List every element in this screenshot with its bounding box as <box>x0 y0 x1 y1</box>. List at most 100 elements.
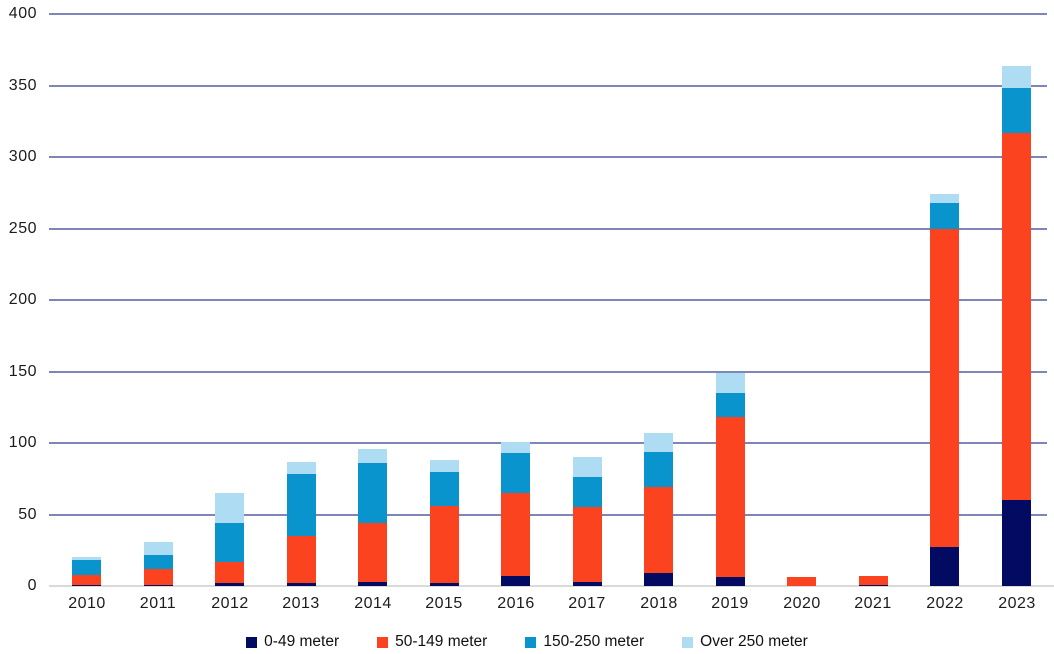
bar-segment <box>859 584 888 586</box>
x-tick-label: 2021 <box>854 595 892 612</box>
x-tick-label: 2014 <box>354 595 392 612</box>
bar-segment <box>215 583 244 586</box>
bar-segment <box>1002 500 1031 586</box>
x-tick-label: 2012 <box>211 595 249 612</box>
bar-segment <box>287 535 316 584</box>
legend-swatch <box>377 636 389 648</box>
bar-segment <box>573 581 602 586</box>
legend-label: 150-250 meter <box>543 633 645 650</box>
bar-segment <box>501 576 530 586</box>
legend-label: 0-49 meter <box>264 633 340 650</box>
y-tick-label: 150 <box>8 362 37 380</box>
gridline <box>49 514 1047 516</box>
bar-segment <box>501 453 530 494</box>
x-tick-label: 2013 <box>282 595 320 612</box>
bar-segment <box>72 584 101 586</box>
y-tick-label: 0 <box>27 577 37 594</box>
y-tick-label: 200 <box>8 291 37 308</box>
bar-2011 <box>144 14 173 586</box>
y-tick-label: 350 <box>8 76 37 94</box>
legend-swatch <box>682 636 694 648</box>
bar-segment <box>716 372 745 393</box>
bar-segment <box>644 433 673 452</box>
legend-item: 0-49 meter <box>246 633 339 651</box>
gridline <box>49 299 1047 301</box>
bar-segment <box>358 463 387 524</box>
x-tick-label: 2011 <box>139 595 177 612</box>
y-tick-label: 100 <box>8 434 37 451</box>
bar-segment <box>573 507 602 582</box>
bar-segment <box>573 477 602 508</box>
bar-segment <box>144 584 173 586</box>
bar-2015 <box>430 14 459 586</box>
bar-segment <box>287 474 316 536</box>
x-tick-label: 2018 <box>640 595 678 612</box>
x-axis-baseline <box>49 585 1054 587</box>
bar-segment <box>930 547 959 586</box>
bar-2019 <box>716 14 745 586</box>
bar-segment <box>144 541 173 555</box>
bar-segment <box>716 392 745 418</box>
bar-segment <box>716 417 745 578</box>
legend-item: Over 250 meter <box>682 633 808 651</box>
x-tick-label: 2015 <box>425 595 463 612</box>
gridline <box>49 442 1047 444</box>
bar-segment <box>215 493 244 524</box>
legend-item: 50-149 meter <box>377 633 487 651</box>
bar-2022 <box>930 14 959 586</box>
bar-segment <box>215 523 244 562</box>
bar-2014 <box>358 14 387 586</box>
plot-area <box>49 13 1054 587</box>
gridline <box>49 85 1047 87</box>
bar-segment <box>930 228 959 548</box>
bar-2017 <box>573 14 602 586</box>
bar-segment <box>358 523 387 582</box>
bar-segment <box>430 505 459 584</box>
legend: 0-49 meter 50-149 meter 150-250 meter Over … <box>0 632 1054 652</box>
bar-segment <box>573 457 602 478</box>
bar-segment <box>1002 88 1031 133</box>
bar-segment <box>287 461 316 475</box>
legend-label: Over 250 meter <box>700 633 808 650</box>
y-tick-label: 400 <box>8 5 37 22</box>
bar-segment <box>644 573 673 586</box>
legend-item: 150-250 meter <box>525 633 644 651</box>
bar-segment <box>644 487 673 574</box>
bar-segment <box>1002 65 1031 89</box>
bar-segment <box>930 202 959 229</box>
bar-segment <box>358 581 387 586</box>
bar-segment <box>144 568 173 585</box>
bar-segment <box>644 451 673 488</box>
gridline <box>49 371 1047 373</box>
bar-segment <box>430 460 459 472</box>
gridline <box>49 13 1047 15</box>
bar-segment <box>72 574 101 585</box>
bar-segment <box>72 560 101 575</box>
bar-segment <box>501 493 530 576</box>
legend-label: 50-149 meter <box>395 633 488 650</box>
y-tick-label: 300 <box>8 148 37 165</box>
bar-2021 <box>859 14 888 586</box>
x-tick-label: 2020 <box>783 595 821 612</box>
bar-segment <box>430 471 459 506</box>
bar-2012 <box>215 14 244 586</box>
bar-segment <box>144 554 173 569</box>
bar-segment <box>859 576 888 585</box>
gridline <box>49 228 1047 230</box>
bar-segment <box>501 441 530 454</box>
bar-2010 <box>72 14 101 586</box>
bar-segment <box>787 577 816 586</box>
y-tick-label: 250 <box>8 219 37 237</box>
x-tick-label: 2017 <box>568 595 606 612</box>
x-tick-label: 2023 <box>998 595 1036 612</box>
bar-segment <box>930 194 959 203</box>
bar-2018 <box>644 14 673 586</box>
bar-2020 <box>787 14 816 586</box>
bar-segment <box>430 583 459 586</box>
x-tick-label: 2019 <box>711 595 749 612</box>
bar-segment <box>72 557 101 561</box>
bar-segment <box>716 577 745 586</box>
x-tick-label: 2016 <box>497 595 535 612</box>
bar-2023 <box>1002 14 1031 586</box>
